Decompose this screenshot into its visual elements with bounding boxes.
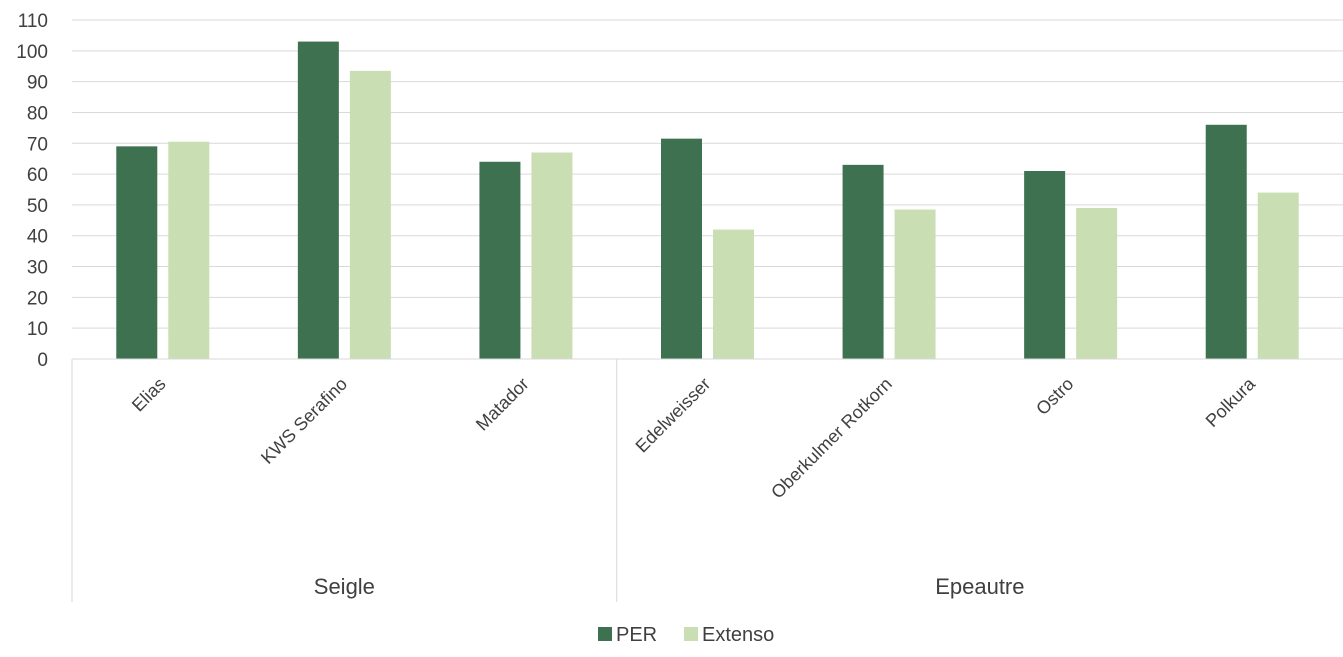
y-tick-label: 80: [27, 103, 48, 124]
legend-swatch-per: [598, 627, 612, 641]
bar-per-oberkulmer-rotkorn: [842, 164, 884, 359]
y-tick-label: 50: [27, 196, 48, 217]
group-label: Seigle: [314, 574, 375, 599]
bar-per-matador: [479, 161, 521, 359]
y-tick-label: 100: [16, 42, 48, 63]
bar-extenso-kws-serafino: [349, 70, 391, 359]
category-label: Matador: [472, 374, 533, 435]
bar-extenso-edelweisser: [713, 229, 754, 359]
category-label: Polkura: [1202, 373, 1260, 431]
category-label: KWS Serafino: [257, 374, 351, 468]
legend-label: PER: [616, 624, 657, 646]
y-tick-label: 0: [37, 350, 48, 371]
bar-per-edelweisser: [661, 138, 702, 359]
y-tick-label: 60: [27, 165, 48, 186]
y-tick-label: 70: [27, 134, 48, 155]
bar-extenso-oberkulmer-rotkorn: [894, 209, 936, 359]
legend-label: Extenso: [702, 624, 774, 646]
category-label: Elias: [128, 374, 170, 416]
category-label: Oberkulmer Rotkorn: [767, 374, 896, 503]
bar-per-ostro: [1024, 171, 1066, 359]
category-label: Ostro: [1032, 374, 1077, 419]
y-tick-label: 40: [27, 227, 48, 248]
bar-per-kws-serafino: [297, 41, 339, 360]
legend-swatch-extenso: [684, 627, 698, 641]
y-tick-label: 20: [27, 288, 48, 309]
bar-extenso-matador: [531, 152, 573, 359]
bar-extenso-ostro: [1076, 207, 1118, 359]
y-tick-label: 10: [27, 319, 48, 340]
group-label: Epeautre: [935, 574, 1024, 599]
category-label: Edelweisser: [632, 374, 715, 457]
y-tick-label: 110: [18, 11, 48, 32]
bar-extenso-polkura: [1257, 192, 1299, 359]
y-tick-label: 90: [27, 73, 48, 94]
bar-per-polkura: [1205, 124, 1247, 359]
bar-extenso-elias: [168, 141, 210, 359]
y-tick-label: 30: [27, 258, 48, 279]
bar-per-elias: [116, 146, 158, 359]
